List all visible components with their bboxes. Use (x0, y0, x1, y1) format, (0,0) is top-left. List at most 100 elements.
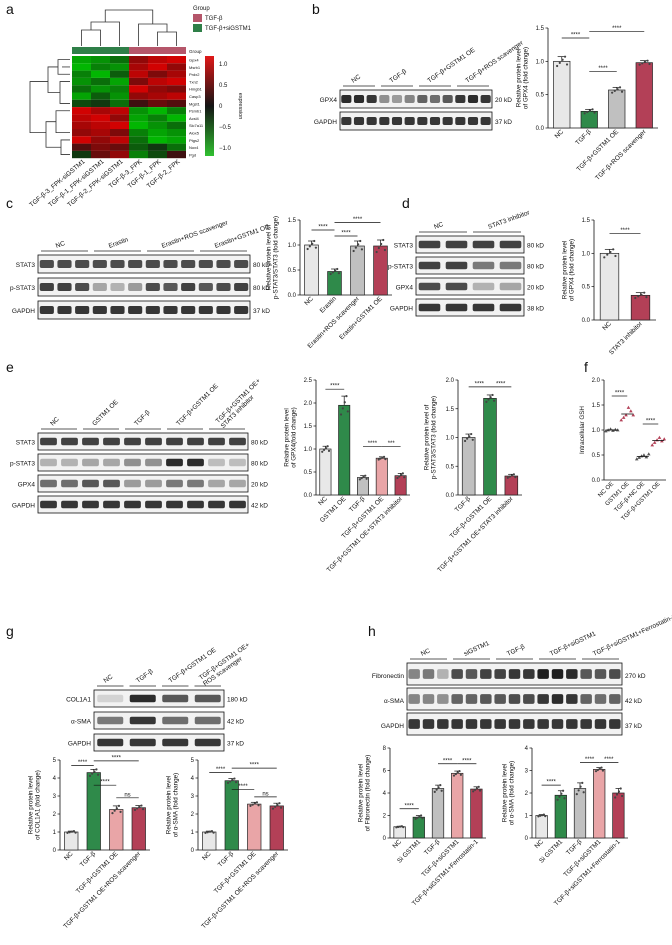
lane-group-label: NC (49, 416, 61, 428)
blot-band (103, 437, 120, 446)
heatmap-cell (91, 85, 110, 93)
panel-b-bar-chart: 0.0 0.5 1.0 1.5 Relative protein levelof GPX… (516, 26, 658, 182)
significance-label: **** (571, 33, 581, 39)
blot-band (208, 437, 225, 446)
blot-band (417, 117, 428, 125)
y-tick-label: 0 (53, 848, 57, 854)
heatmap-cell (91, 150, 110, 159)
data-point (594, 770, 598, 773)
y-tick-label: 4 (525, 746, 529, 752)
data-point (115, 807, 119, 810)
y-tick-label: 1.0 (592, 428, 601, 434)
heatmap-cell (148, 63, 167, 71)
heatmap-cell (129, 114, 148, 122)
heatmap-cell (167, 63, 186, 71)
data-point (470, 432, 473, 436)
blot-band (124, 458, 141, 467)
heatmap-cell (148, 77, 167, 86)
y-axis-label: Relative protein levelof Fibronectin (fo… (358, 755, 372, 832)
data-point (606, 253, 609, 256)
panel-e-pstat3-bar-chart: 0.0 0.5 1.0 1.5 2.0 Relative protein level of… (424, 378, 522, 574)
blot-kd-label: 37 kD (495, 119, 512, 126)
lane-group-label: NC (55, 240, 67, 250)
label-line: Relative protein level (166, 776, 173, 834)
data-point (614, 796, 617, 799)
data-point (648, 62, 651, 66)
significance-label: **** (604, 757, 614, 763)
blot-band (523, 669, 535, 679)
data-point (334, 269, 337, 272)
data-point (345, 395, 348, 398)
data-point (396, 476, 399, 480)
data-point (556, 798, 559, 801)
blot-band (366, 95, 377, 103)
blot-band (40, 458, 57, 467)
gene-label: Msrb1 (189, 65, 201, 70)
data-point (558, 61, 561, 64)
bar (612, 792, 625, 839)
heatmap-cell (167, 107, 186, 115)
bar (202, 831, 217, 851)
data-point (360, 477, 363, 480)
heatmap-cell (148, 114, 167, 122)
y-tick-label: 1 (525, 814, 529, 820)
bar (64, 831, 79, 851)
data-point (612, 248, 615, 251)
data-point (439, 784, 442, 787)
blot-row-label: p-STAT3 (10, 461, 35, 468)
blot-row-label: GPX4 (18, 482, 36, 489)
bar (131, 807, 146, 851)
blot-band (499, 282, 522, 291)
blot-band (128, 260, 143, 268)
bar (247, 803, 262, 851)
bar (470, 788, 483, 839)
blot-band (57, 283, 72, 291)
x-tick-label: NC (63, 850, 75, 862)
heatmap-cell (167, 150, 186, 159)
y-tick-label: 1.5 (446, 407, 455, 413)
blot-band (124, 479, 141, 488)
heatmap-cell (129, 56, 148, 64)
blot-band (480, 719, 492, 729)
data-point (645, 296, 648, 299)
blot-band (404, 95, 415, 103)
data-point (251, 803, 254, 806)
label-line: TGF-β+GSTM1 OE+ (198, 641, 251, 681)
data-point (477, 785, 480, 788)
data-point (358, 478, 361, 481)
blot-strip (37, 495, 249, 514)
significance-label: **** (100, 780, 110, 786)
label-line: Relative protein level (516, 49, 523, 107)
panel-g-col1a1-bar-chart: 0 1 2 3 4 5 Relative protein levelof COL1A1 (f… (28, 755, 150, 930)
blot-band (124, 500, 141, 509)
panel-label-b: b (312, 1, 320, 17)
blot-strip (415, 277, 525, 296)
data-point (626, 405, 631, 409)
blot-band (472, 282, 495, 291)
heatmap-cell (72, 85, 91, 93)
data-point (583, 112, 586, 115)
data-point (642, 453, 646, 457)
data-point (575, 793, 578, 796)
data-point (398, 475, 401, 478)
blot-row-label: GAPDH (381, 723, 404, 730)
panel-e-gpx4-bar-chart: 0.0 0.5 1.0 1.5 2.0 2.5 Relative protein level… (284, 378, 410, 574)
data-point (634, 296, 637, 300)
blot-band (408, 694, 420, 704)
data-point (365, 477, 368, 480)
panel-d-western-blot: NC STAT3 inhibitor STAT3 80 kD p-STAT3 80 kD G… (388, 209, 544, 317)
y-tick-label: 0 (383, 836, 387, 842)
heatmap-cell (110, 143, 129, 151)
blot-kd-label: 20 kD (251, 482, 268, 489)
y-tick-label: 1 (53, 830, 57, 836)
heatmap-cell (72, 121, 91, 129)
blot-band (110, 306, 125, 314)
panel-label-c: c (6, 195, 13, 211)
blot-band (229, 500, 246, 509)
heatmap-cell (148, 129, 167, 137)
blot-band (103, 458, 120, 467)
blot-band (594, 719, 607, 729)
data-point (485, 400, 488, 403)
dendrogram-branch (81, 29, 101, 46)
